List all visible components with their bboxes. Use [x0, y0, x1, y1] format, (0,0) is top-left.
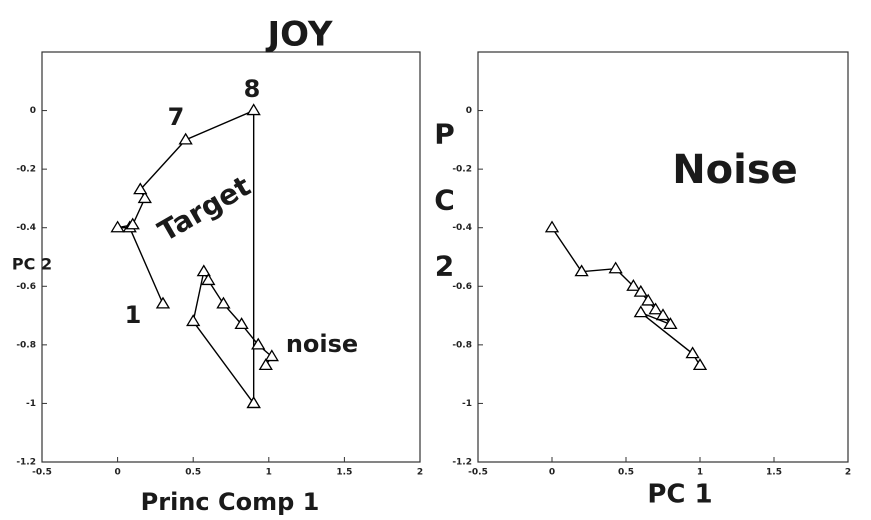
plot-frame — [478, 52, 848, 462]
y-tick-label: -1.2 — [16, 458, 36, 468]
y-tick-label: -0.4 — [16, 223, 36, 233]
x-tick-label: 1 — [266, 468, 272, 478]
x-tick-label: 2 — [845, 468, 851, 478]
x-tick-label: 0 — [549, 468, 555, 478]
point-marker — [694, 359, 706, 369]
y-tick-label: 0 — [466, 106, 472, 116]
point-marker — [180, 134, 192, 144]
y-tick-label: -0.8 — [452, 340, 472, 350]
y-tick-label: 0 — [30, 106, 36, 116]
y-tick-label: -1 — [462, 399, 472, 409]
y-axis-label: P C 2 — [428, 118, 461, 283]
x-tick-label: 0 — [114, 468, 120, 478]
x-tick-label: -0.5 — [32, 468, 52, 478]
x-tick-label: 0.5 — [185, 468, 201, 478]
x-tick-label: 1.5 — [766, 468, 782, 478]
x-axis-label: Princ Comp 1 — [141, 488, 320, 516]
point-marker — [248, 397, 260, 407]
point-marker — [187, 315, 199, 325]
x-tick-label: 1.5 — [336, 468, 352, 478]
point-marker — [635, 307, 647, 317]
annotation: Target — [152, 169, 256, 248]
series-line — [552, 228, 700, 366]
x-tick-label: 2 — [417, 468, 423, 478]
series-line — [193, 272, 272, 404]
point-marker — [217, 298, 229, 308]
y-tick-label: -1.2 — [452, 458, 472, 468]
x-tick-label: 1 — [697, 468, 703, 478]
annotation: 1 — [125, 301, 142, 329]
plot-frame — [42, 52, 420, 462]
y-tick-label: -0.2 — [16, 165, 36, 175]
point-marker — [610, 263, 622, 273]
x-tick-label: -0.5 — [468, 468, 488, 478]
y-tick-label: -1 — [26, 399, 36, 409]
point-marker — [546, 222, 558, 232]
chart: -0.5 0 0.5 1 1.5 2 -1.2 -1 -0.8 -0.6 -0.4 -0.2 0 JOY P… — [12, 15, 423, 517]
chart-title: JOY — [266, 15, 333, 55]
chart-title: Noise — [672, 147, 798, 193]
point-marker — [248, 105, 260, 115]
page: -0.5 0 0.5 1 1.5 2 -1.2 -1 -0.8 -0.6 -0.4 -0.2 0 JOY P… — [0, 0, 871, 520]
x-axis-label: PC 1 — [647, 480, 712, 510]
series-line — [118, 111, 254, 404]
y-tick-label: -0.6 — [16, 282, 36, 292]
annotation: 7 — [168, 103, 185, 131]
x-tick-label: 0.5 — [618, 468, 634, 478]
y-axis-label: PC 2 — [12, 255, 52, 274]
point-marker — [157, 298, 169, 308]
point-marker — [687, 348, 699, 358]
annotation: 8 — [244, 75, 261, 103]
y-tick-label: -0.8 — [16, 340, 36, 350]
annotation: noise — [286, 330, 358, 358]
y-tick-label: -0.6 — [452, 282, 472, 292]
